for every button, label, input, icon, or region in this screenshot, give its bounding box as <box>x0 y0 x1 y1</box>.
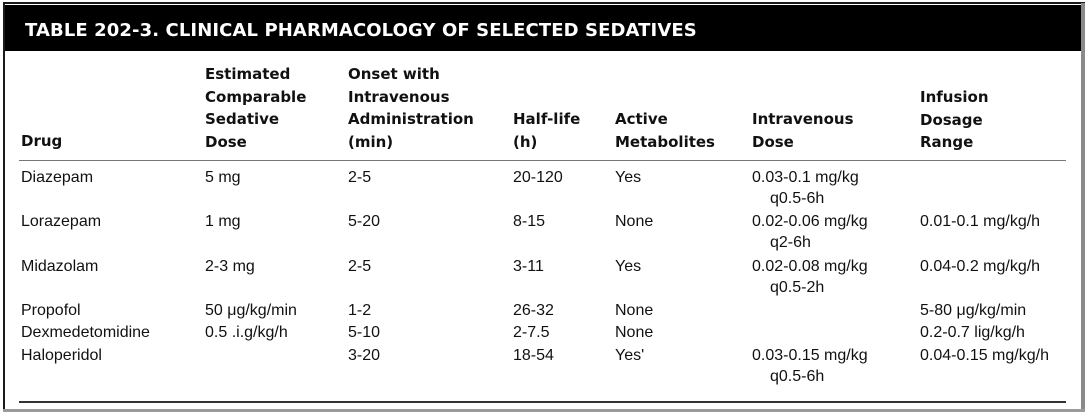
cell-drug: Lorazepam <box>21 213 102 230</box>
frame-right-shadow <box>1081 3 1085 411</box>
cell-infusion: 5-80 μg/kg/min <box>920 302 1027 319</box>
header-dose-line-2: Comparable <box>205 87 307 106</box>
header-drug-line: Drug <box>21 132 63 150</box>
header-drug: Drug <box>21 130 62 153</box>
header-onset-line-1: Onset with <box>348 65 440 83</box>
header-onset-line-2: Intravenous <box>348 87 450 106</box>
cell-iv-dose: 0.03-0.15 mg/kg q0.5-6h <box>752 345 868 387</box>
cell-halflife: 3-11 <box>513 258 544 275</box>
cell-infusion: 0.2-0.7 lig/kg/h <box>920 324 1025 341</box>
cell-iv-dose-interval: q0.5-2h <box>770 279 825 296</box>
cell-iv-dose: 0.02-0.06 mg/kg q2-6h <box>752 211 868 253</box>
cell-drug: Dexmedetomidine <box>21 324 150 341</box>
cell-metabolites: None <box>615 213 654 230</box>
cell-iv-dose-interval: q0.5-6h <box>770 190 825 207</box>
frame-left-border <box>3 3 5 411</box>
cell-onset: 2-5 <box>348 258 372 275</box>
header-dose-line-1: Estimated <box>205 65 291 83</box>
table-bottom-rule <box>19 401 1066 403</box>
header-halflife-line-2: (h) <box>513 132 538 151</box>
header-divider <box>19 160 1066 161</box>
header-infusion-line-1: Infusion <box>920 88 989 106</box>
cell-drug: Propofol <box>21 302 81 319</box>
cell-iv-dose-amount: 0.03-0.15 mg/kg <box>752 347 868 364</box>
header-infusion-line-2: Dosage <box>920 110 983 129</box>
cell-onset: 3-20 <box>348 347 381 364</box>
cell-iv-dose-interval: q2-6h <box>770 234 811 251</box>
cell-infusion: 0.04-0.2 mg/kg/h <box>920 258 1041 275</box>
cell-dose: 50 μg/kg/min <box>205 302 297 319</box>
cell-iv-dose: 0.03-0.1 mg/kg q0.5-6h <box>752 167 859 209</box>
cell-iv-dose: 0.02-0.08 mg/kg q0.5-2h <box>752 256 868 298</box>
cell-halflife: 20-120 <box>513 169 563 186</box>
cell-halflife: 2-7.5 <box>513 324 550 341</box>
frame-bottom-shadow <box>3 409 1085 412</box>
cell-iv-dose-interval: q0.5-6h <box>770 368 825 385</box>
cell-halflife: 8-15 <box>513 213 546 230</box>
header-onset-line-4: (min) <box>348 132 394 151</box>
cell-drug: Midazolam <box>21 258 99 275</box>
header-metabolites-line-1: Active <box>615 110 668 128</box>
cell-infusion: 0.04-0.15 mg/kg/h <box>920 347 1049 364</box>
cell-metabolites: Yes <box>615 169 642 186</box>
frame-top-border <box>3 2 1085 4</box>
cell-infusion: 0.01-0.1 mg/kg/h <box>920 213 1041 230</box>
table-title: TABLE 202-3. CLINICAL PHARMACOLOGY OF SE… <box>25 20 697 41</box>
cell-dose: 5 mg <box>205 169 241 186</box>
cell-dose: 1 mg <box>205 213 241 230</box>
header-onset-line-3: Administration <box>348 110 474 128</box>
cell-drug: Haloperidol <box>21 347 102 364</box>
cell-metabolites: None <box>615 324 654 341</box>
cell-dose: 2-3 mg <box>205 258 255 275</box>
header-infusion: Infusion Dosage Range <box>920 86 989 154</box>
header-iv-dose: Intravenous Dose <box>752 108 854 153</box>
header-dose: Estimated Comparable Sedative Dose <box>205 63 306 153</box>
cell-onset: 2-5 <box>348 169 372 186</box>
header-halflife-line-1: Half-life <box>513 110 581 128</box>
header-metabolites: Active Metabolites <box>615 108 715 153</box>
cell-iv-dose-amount: 0.03-0.1 mg/kg <box>752 169 859 186</box>
cell-metabolites: Yes' <box>615 347 645 364</box>
table-title-bar: TABLE 202-3. CLINICAL PHARMACOLOGY OF SE… <box>5 5 1081 51</box>
header-dose-line-4: Dose <box>205 132 247 151</box>
header-dose-line-3: Sedative <box>205 110 280 128</box>
cell-dose: 0.5 .i.g/kg/h <box>205 324 288 341</box>
cell-metabolites: Yes <box>615 258 642 275</box>
header-halflife: Half-life (h) <box>513 108 580 153</box>
header-iv-dose-line-2: Dose <box>752 132 794 151</box>
header-infusion-line-3: Range <box>920 133 974 151</box>
cell-onset: 1-2 <box>348 302 372 319</box>
cell-halflife: 18-54 <box>513 347 554 364</box>
cell-onset: 5-10 <box>348 324 381 341</box>
cell-metabolites: None <box>615 302 654 319</box>
header-metabolites-line-2: Metabolites <box>615 132 715 151</box>
header-onset: Onset with Intravenous Administration (m… <box>348 63 474 153</box>
header-iv-dose-line-1: Intravenous <box>752 110 854 128</box>
cell-halflife: 26-32 <box>513 302 554 319</box>
cell-iv-dose-amount: 0.02-0.08 mg/kg <box>752 258 868 275</box>
cell-iv-dose-amount: 0.02-0.06 mg/kg <box>752 213 868 230</box>
cell-drug: Diazepam <box>21 169 94 186</box>
cell-onset: 5-20 <box>348 213 381 230</box>
